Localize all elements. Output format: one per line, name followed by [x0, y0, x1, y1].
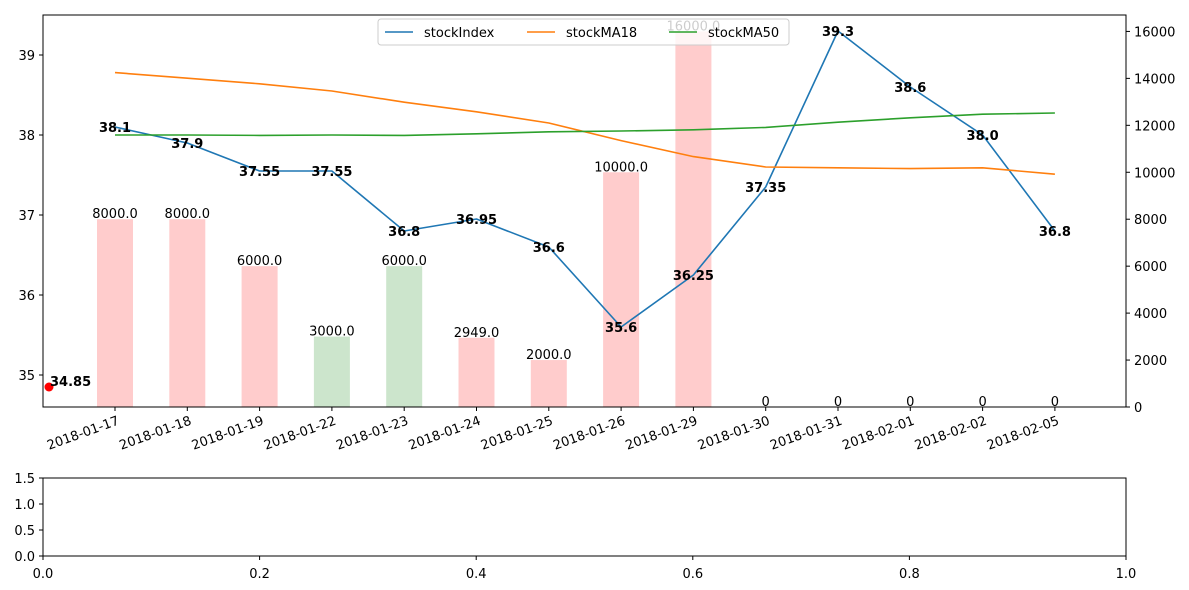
x-tick-label: 2018-02-01 [841, 414, 917, 454]
volume-bar-label: 2000.0 [526, 348, 572, 363]
y2-tick-label: 4000 [1134, 307, 1167, 322]
volume-bars [97, 31, 712, 407]
x-tick-label: 2018-01-29 [624, 414, 700, 454]
x-tick-label: 2018-01-23 [334, 414, 410, 454]
y-tick-label: 35 [18, 369, 35, 384]
point-label: 37.9 [171, 137, 203, 152]
sub-x-tick-label: 0.4 [466, 567, 487, 582]
sub-y-tick-label: 1.5 [14, 472, 35, 487]
y-tick-label: 37 [18, 209, 35, 224]
subplot-x-ticks: 0.0 0.2 0.4 0.6 0.8 1.0 [33, 556, 1137, 582]
empty-subplot: 0.0 0.2 0.4 0.6 0.8 1.0 0.0 0.5 1.0 1.5 [14, 472, 1136, 582]
point-labels: 38.1 37.9 37.55 37.55 36.8 36.95 36.6 35.6 36.25… [44, 25, 1071, 392]
y2-tick-label: 10000 [1134, 166, 1175, 181]
sub-y-tick-label: 0.0 [14, 550, 35, 565]
x-tick-label: 2018-01-25 [479, 414, 555, 454]
point-label: 36.6 [533, 241, 565, 256]
y-tick-label: 38 [18, 129, 35, 144]
volume-bar-label: 2949.0 [454, 326, 500, 341]
point-label: 38.0 [967, 129, 999, 144]
point-label: 36.8 [1039, 225, 1071, 240]
y-axis-left-ticks: 35 36 37 38 39 [18, 49, 43, 384]
y-axis-right-ticks: 0 2000 4000 6000 8000 10000 12000 14000 16000 [1126, 25, 1175, 416]
point-label: 38.6 [894, 81, 926, 96]
point-label: 38.1 [99, 121, 131, 136]
marker-label: 34.85 [50, 375, 91, 390]
volume-bar [386, 266, 423, 407]
x-tick-label: 2018-01-18 [118, 414, 194, 454]
volume-bar [603, 172, 640, 407]
legend-entry: stockMA50 [708, 26, 779, 41]
subplot-y-ticks: 0.0 0.5 1.0 1.5 [14, 472, 43, 565]
series-line-stockMA50 [115, 112, 1055, 137]
y2-tick-label: 12000 [1134, 119, 1175, 134]
x-tick-label: 2018-02-02 [913, 414, 989, 454]
y-tick-label: 36 [18, 289, 35, 304]
x-tick-label: 2018-01-31 [768, 414, 844, 454]
sub-x-tick-label: 1.0 [1116, 567, 1137, 582]
y2-tick-label: 6000 [1134, 260, 1167, 275]
point-label: 39.3 [822, 25, 854, 40]
volume-bar [169, 219, 206, 407]
x-tick-label: 2018-01-19 [190, 414, 266, 454]
y2-tick-label: 16000 [1134, 25, 1175, 40]
legend-box [377, 18, 790, 46]
legend: stockIndex stockMA18 stockMA50 [377, 18, 790, 46]
volume-bar-labels: 8000.0 8000.0 6000.0 3000.0 6000.0 2949.0 2000… [92, 19, 1059, 410]
point-label: 36.95 [456, 213, 497, 228]
sub-x-tick-label: 0.8 [899, 567, 920, 582]
volume-bar-label: 0 [1051, 395, 1059, 410]
y2-tick-label: 2000 [1134, 354, 1167, 369]
sub-y-tick-label: 0.5 [14, 524, 35, 539]
volume-bar [530, 360, 567, 407]
volume-bar-label: 0 [834, 395, 842, 410]
x-tick-label: 2018-01-17 [45, 414, 121, 454]
y-tick-label: 39 [18, 49, 35, 64]
x-tick-label: 2018-01-22 [262, 414, 338, 454]
y2-tick-label: 0 [1134, 401, 1142, 416]
volume-bar [675, 31, 712, 407]
point-label: 37.35 [745, 181, 786, 196]
x-tick-label: 2018-01-26 [551, 414, 627, 454]
subplot-frame [42, 477, 1127, 557]
main-chart: 8000.0 8000.0 6000.0 3000.0 6000.0 2949.0 2000… [18, 14, 1175, 454]
x-axis-ticks: 2018-01-172018-01-182018-01-192018-01-22… [45, 407, 1061, 454]
volume-bar [458, 337, 495, 407]
x-tick-label: 2018-02-05 [985, 414, 1061, 454]
sub-x-tick-label: 0.0 [33, 567, 54, 582]
volume-bar-label: 3000.0 [309, 325, 355, 340]
sub-x-tick-label: 0.6 [682, 567, 703, 582]
x-tick-label: 2018-01-30 [696, 414, 772, 454]
sub-y-tick-label: 1.0 [14, 498, 35, 513]
y2-tick-label: 8000 [1134, 213, 1167, 228]
series-line-stockIndex [114, 30, 1056, 328]
point-label: 36.8 [388, 225, 420, 240]
volume-bar-label: 6000.0 [237, 254, 283, 269]
volume-bar [241, 266, 278, 407]
volume-bar-label: 0 [978, 395, 986, 410]
volume-bar-label: 10000.0 [594, 160, 648, 175]
x-tick-label: 2018-01-24 [407, 414, 483, 454]
legend-entry: stockIndex [424, 26, 495, 41]
main-plot-frame [42, 14, 1127, 408]
volume-bar-label: 0 [762, 395, 770, 410]
point-label: 35.6 [605, 321, 637, 336]
point-label: 36.25 [673, 269, 714, 284]
sub-x-tick-label: 0.2 [249, 567, 270, 582]
volume-bar-label: 8000.0 [92, 207, 138, 222]
legend-entry: stockMA18 [566, 26, 637, 41]
volume-bar-label: 0 [906, 395, 914, 410]
volume-bar [97, 219, 133, 407]
volume-bar-label: 8000.0 [165, 207, 211, 222]
marker-point [44, 382, 54, 392]
volume-bar [313, 336, 350, 407]
point-label: 37.55 [239, 165, 280, 180]
y2-tick-label: 14000 [1134, 72, 1175, 87]
volume-bar-label: 6000.0 [381, 254, 427, 269]
series-lines [114, 30, 1056, 328]
point-label: 37.55 [311, 165, 352, 180]
